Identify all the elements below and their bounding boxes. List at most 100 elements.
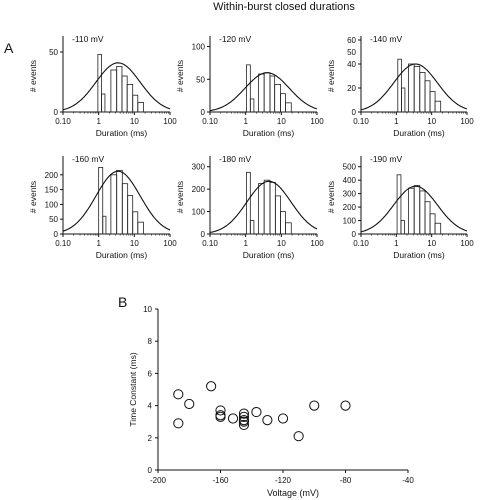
x-tick-label: -200 (150, 476, 167, 485)
histogram-bin (413, 185, 421, 235)
histogram-bin (246, 64, 251, 113)
histogram-bin (97, 54, 102, 113)
histogram-bin (121, 183, 129, 235)
y-tick-label: 40 (347, 60, 356, 69)
x-axis-label: Duration (ms) (96, 250, 148, 260)
histogram-bin (137, 102, 144, 113)
x-tick-label: 1 (243, 239, 248, 248)
histogram-bin (400, 220, 405, 235)
y-tick-label: 200 (343, 203, 357, 212)
fit-curve (62, 62, 171, 111)
x-tick-label: -120 (275, 476, 292, 485)
y-tick-label: 200 (45, 171, 59, 180)
histogram-bin (249, 98, 255, 113)
scatter-point (238, 419, 250, 431)
histogram-bin (110, 69, 118, 113)
y-axis-label: Time Constant (ms) (128, 352, 138, 426)
voltage-annotation: -110 mV (72, 34, 104, 44)
histogram-bin (121, 75, 128, 113)
histogram-bin (274, 195, 281, 235)
y-axis-label: # events (175, 60, 185, 92)
y-tick-label: 500 (343, 163, 357, 172)
scatter-point (206, 381, 217, 392)
histogram-bin (132, 94, 139, 113)
histogram-a4: 0.10 1 10 100 0 50 100 150 200 -160 mV Duration (m… (28, 154, 177, 260)
x-axis-label: Duration (ms) (96, 128, 148, 138)
histogram-bin (258, 183, 265, 235)
y-tick-label: 10 (143, 305, 152, 314)
histogram-bin (280, 93, 286, 113)
x-tick-label: 1 (96, 239, 101, 248)
scatter-point (309, 400, 320, 411)
panel-label-b: B (118, 294, 127, 310)
scatter-point (215, 411, 226, 422)
histogram-bin (408, 63, 415, 113)
y-axis-label: # events (326, 181, 336, 213)
scatter-point (238, 411, 250, 422)
histogram-bin (396, 174, 402, 235)
x-tick-label: 100 (310, 117, 324, 126)
y-tick-label: 400 (343, 176, 357, 185)
y-tick-label: 6 (148, 369, 153, 378)
histogram-bin (249, 220, 255, 235)
y-axis-label: # events (28, 181, 38, 213)
x-tick-label: 10 (130, 239, 139, 248)
y-tick-label: 0 (54, 230, 59, 239)
x-tick-label: 100 (163, 117, 177, 126)
x-tick-label: 10 (427, 239, 436, 248)
histogram-bin (102, 215, 107, 235)
scatter-point (215, 405, 226, 416)
histogram-bin (424, 201, 431, 235)
x-tick-label: 10 (130, 117, 139, 126)
y-tick-label: 20 (347, 84, 356, 93)
histogram-bin (98, 166, 104, 235)
x-tick-label: 0.10 (353, 239, 369, 248)
y-tick-label: 2 (148, 434, 153, 443)
scatter-point (184, 398, 195, 410)
histogram-a6: 0.10 1 10 100 0 100 200 300 400 500 -190 mV Duratio… (326, 154, 474, 260)
y-tick-label: 8 (148, 337, 153, 346)
histogram-bin (246, 171, 251, 235)
histogram-bin (419, 72, 426, 113)
histogram-bin (429, 91, 436, 113)
histogram-a3: 0.10 1 10 100 0 20 40 60 50 -140 mV Duration (ms) #… (326, 34, 474, 138)
x-tick-label: 1 (394, 239, 399, 248)
histogram-bin (137, 221, 144, 235)
fit-curve (209, 180, 318, 234)
histogram-bin (132, 211, 139, 235)
y-axis-label: # events (175, 181, 185, 213)
histogram-bin (101, 93, 106, 113)
y-tick-label: 0 (148, 466, 153, 475)
histogram-bin (126, 84, 134, 113)
x-tick-label: 1 (243, 117, 248, 126)
y-tick-label: 200 (192, 185, 206, 194)
histogram-bin (284, 222, 292, 235)
x-axis-label: Duration (ms) (243, 250, 295, 260)
histogram-bin (280, 211, 286, 235)
scatter-point (340, 400, 351, 411)
y-tick-label: 100 (192, 208, 206, 217)
histogram-a2: 0.10 1 10 100 0 50 100 -120 mV Duration (ms) # ev… (175, 34, 324, 138)
y-axis-label: # events (326, 60, 336, 92)
scatter-point (238, 416, 250, 427)
scatter-point (173, 418, 184, 429)
x-tick-label: 10 (427, 117, 436, 126)
histogram-bin (263, 179, 271, 235)
y-tick-label: 100 (343, 217, 357, 226)
x-tick-label: 1 (394, 117, 399, 126)
x-axis-label: Duration (ms) (393, 250, 445, 260)
voltage-annotation: -120 mV (219, 34, 251, 44)
y-tick-label: 50 (196, 75, 205, 84)
histogram-bin (401, 87, 406, 113)
y-axis-label: # events (28, 60, 38, 92)
y-tick-label: 300 (343, 190, 357, 199)
y-tick-label: 150 (45, 186, 59, 195)
x-tick-label: 10 (277, 239, 286, 248)
scatter-point (293, 431, 304, 442)
x-tick-label: 0.10 (202, 239, 218, 248)
histogram-bin (116, 66, 123, 113)
histogram-bin (116, 169, 123, 235)
fit-curve (360, 63, 468, 111)
histogram-bin (269, 182, 276, 235)
